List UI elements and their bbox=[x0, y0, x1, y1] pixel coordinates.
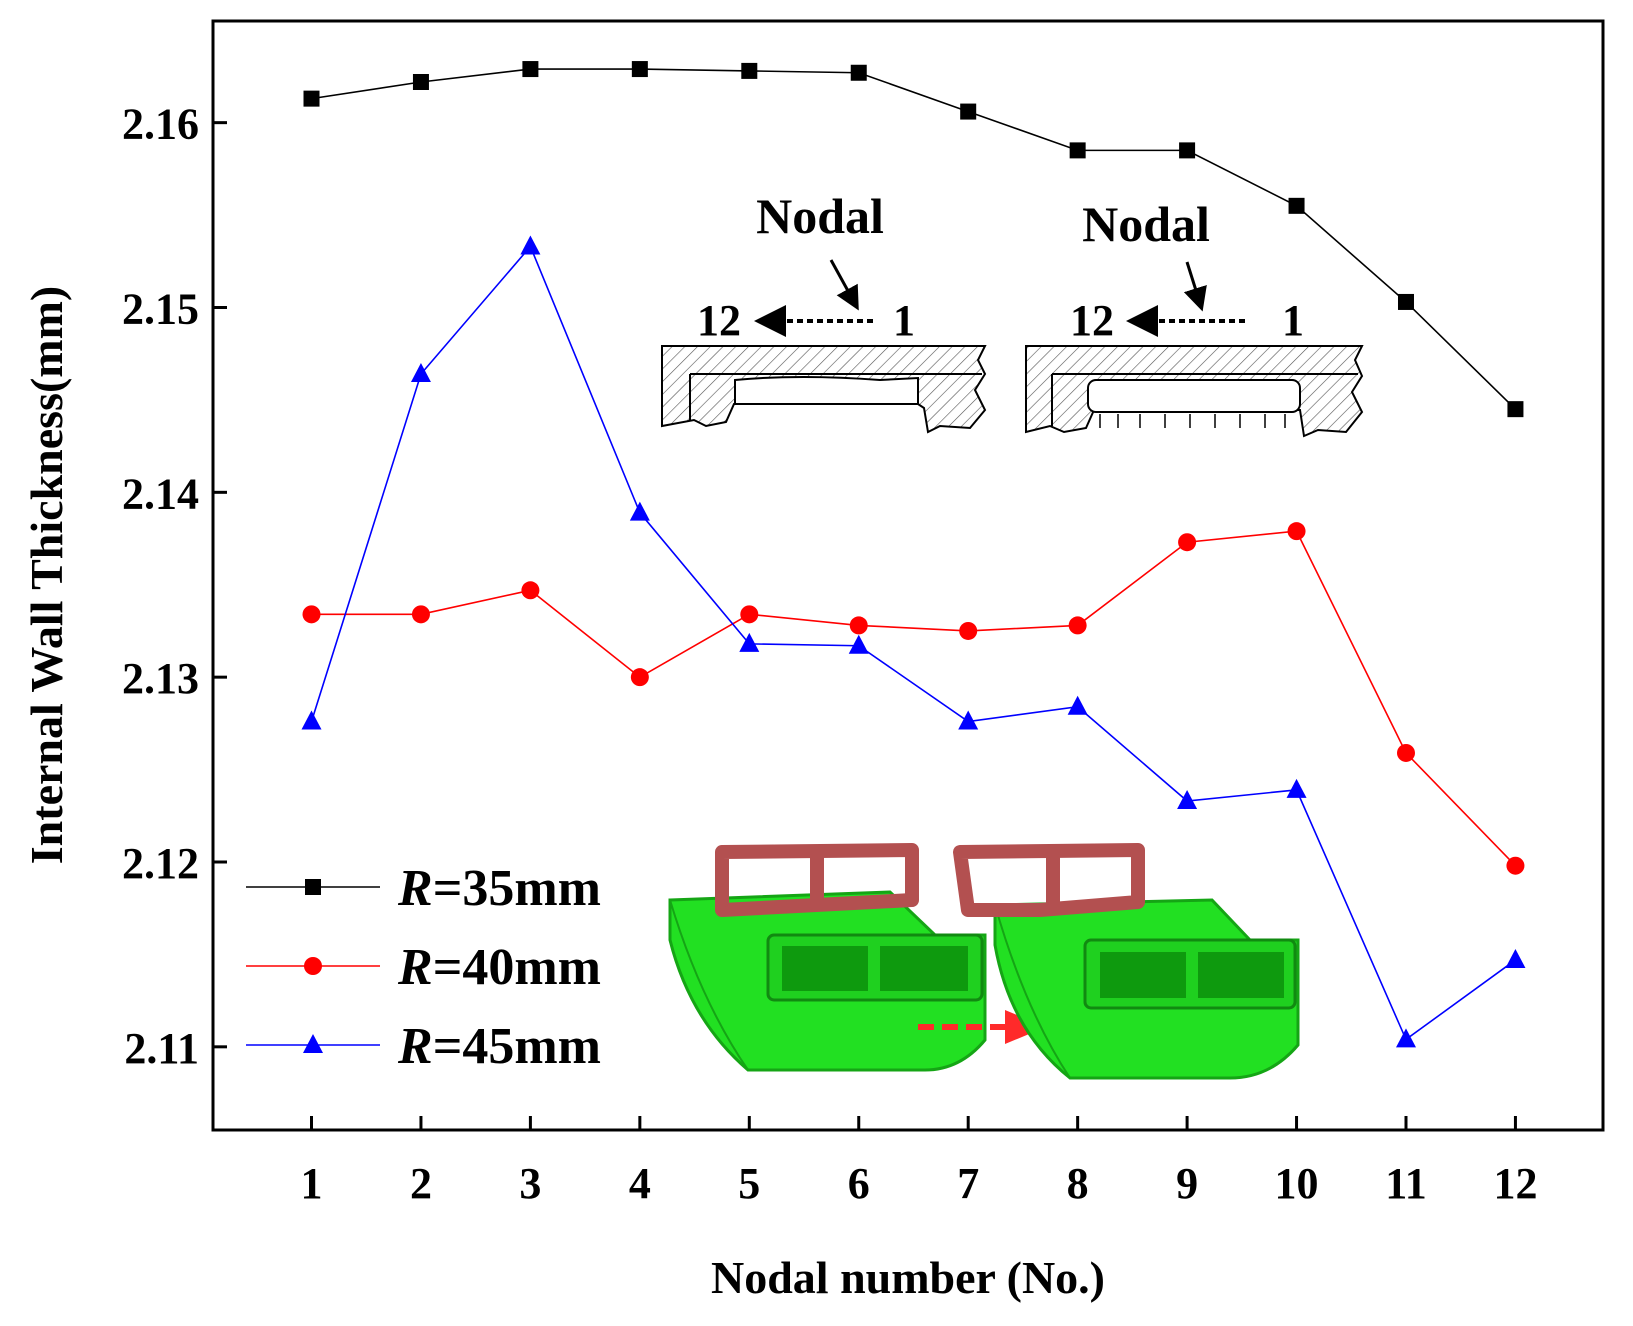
data-point bbox=[1178, 533, 1197, 552]
x-tick-label: 6 bbox=[848, 1159, 870, 1208]
data-point bbox=[631, 61, 648, 78]
data-point bbox=[849, 616, 868, 635]
y-tick-label: 2.14 bbox=[122, 469, 199, 518]
x-tick-label: 7 bbox=[957, 1159, 979, 1208]
model-illustration-left bbox=[668, 843, 1046, 1072]
data-point bbox=[741, 62, 758, 79]
legend-item: R=35mm bbox=[246, 860, 601, 917]
data-point bbox=[960, 103, 977, 120]
series-45mm bbox=[301, 235, 1526, 1048]
series-line bbox=[310, 244, 1516, 1041]
x-axis-ticks: 1 2 3 4 5 6 7 8 9 10 11 12 bbox=[301, 1116, 1537, 1208]
data-point bbox=[301, 710, 322, 730]
x-tick-label: 5 bbox=[738, 1159, 760, 1208]
data-point bbox=[1067, 695, 1088, 715]
data-point bbox=[1179, 142, 1196, 159]
inset-left-title: Nodal bbox=[756, 188, 884, 244]
plot-area-frame bbox=[211, 19, 1605, 1132]
y-tick-label: 2.12 bbox=[122, 839, 199, 888]
inset-left-pointer-arrow bbox=[829, 259, 859, 311]
data-point bbox=[412, 73, 429, 90]
inset-left-to-label: 1 bbox=[893, 296, 915, 345]
x-tick-label: 9 bbox=[1176, 1159, 1198, 1208]
legend-marker bbox=[303, 1034, 323, 1053]
legend-label: R=45mm bbox=[397, 1018, 601, 1075]
data-point bbox=[1288, 197, 1305, 214]
legend: R=35mm R=40mm R=45mm bbox=[246, 860, 601, 1075]
data-point bbox=[1397, 293, 1414, 310]
data-point bbox=[1069, 142, 1086, 159]
data-point bbox=[1395, 1028, 1416, 1048]
data-point bbox=[850, 64, 867, 81]
y-tick-label: 2.11 bbox=[124, 1024, 199, 1073]
legend-item: R=45mm bbox=[246, 1018, 601, 1075]
data-point bbox=[522, 61, 539, 78]
x-tick-label: 12 bbox=[1493, 1159, 1537, 1208]
y-tick-label: 2.13 bbox=[122, 654, 199, 703]
x-tick-label: 11 bbox=[1385, 1159, 1427, 1208]
inset-cross-section-right: Nodal 12 1 bbox=[1025, 196, 1364, 438]
data-point bbox=[848, 634, 869, 654]
legend-item: R=40mm bbox=[246, 939, 601, 996]
data-point bbox=[959, 621, 978, 640]
legend-marker bbox=[305, 879, 321, 895]
legend-label: R=40mm bbox=[397, 939, 601, 996]
data-point bbox=[1396, 743, 1415, 762]
inset-right-title: Nodal bbox=[1082, 196, 1210, 252]
x-tick-label: 3 bbox=[519, 1159, 541, 1208]
data-point bbox=[1286, 778, 1307, 798]
data-point bbox=[739, 632, 760, 652]
data-point bbox=[411, 605, 430, 624]
series-line bbox=[311, 68, 1517, 410]
data-point bbox=[521, 581, 540, 600]
x-tick-label: 10 bbox=[1275, 1159, 1319, 1208]
x-axis-label: Nodal number (No.) bbox=[711, 1252, 1105, 1303]
data-point bbox=[1177, 789, 1198, 809]
data-point bbox=[958, 710, 979, 730]
y-axis-ticks: 2.11 2.12 2.13 2.14 2.15 2.16 bbox=[122, 100, 227, 1073]
data-point bbox=[1506, 856, 1525, 875]
data-point bbox=[1507, 401, 1524, 418]
data-point bbox=[1505, 948, 1526, 968]
data-point bbox=[740, 605, 759, 624]
data-point bbox=[410, 363, 431, 383]
model-illustration-right bbox=[953, 843, 1300, 1080]
data-point bbox=[629, 501, 650, 521]
inset-right-to-label: 1 bbox=[1282, 296, 1304, 345]
y-axis-label: Internal Wall Thickness(mm) bbox=[21, 286, 72, 864]
y-tick-label: 2.16 bbox=[122, 100, 199, 149]
series-35mm bbox=[303, 61, 1524, 418]
data-point bbox=[1068, 616, 1087, 635]
x-tick-label: 4 bbox=[629, 1159, 651, 1208]
x-tick-label: 8 bbox=[1067, 1159, 1089, 1208]
inset-cross-section-left: Nodal 12 1 bbox=[661, 188, 987, 434]
data-point bbox=[520, 235, 541, 255]
legend-label: R=35mm bbox=[397, 860, 601, 917]
y-tick-label: 2.15 bbox=[122, 284, 199, 333]
series-40mm bbox=[302, 522, 1525, 875]
inset-right-from-label: 12 bbox=[1070, 296, 1114, 345]
series-layer bbox=[301, 61, 1526, 1048]
series-line bbox=[311, 530, 1517, 867]
data-point bbox=[1287, 522, 1306, 541]
x-tick-label: 2 bbox=[410, 1159, 432, 1208]
legend-marker bbox=[304, 957, 322, 975]
x-tick-label: 1 bbox=[301, 1159, 323, 1208]
data-point bbox=[630, 668, 649, 687]
inset-right-pointer-arrow bbox=[1183, 261, 1207, 312]
data-point bbox=[303, 90, 320, 107]
inset-left-from-label: 12 bbox=[697, 296, 741, 345]
data-point bbox=[302, 605, 321, 624]
